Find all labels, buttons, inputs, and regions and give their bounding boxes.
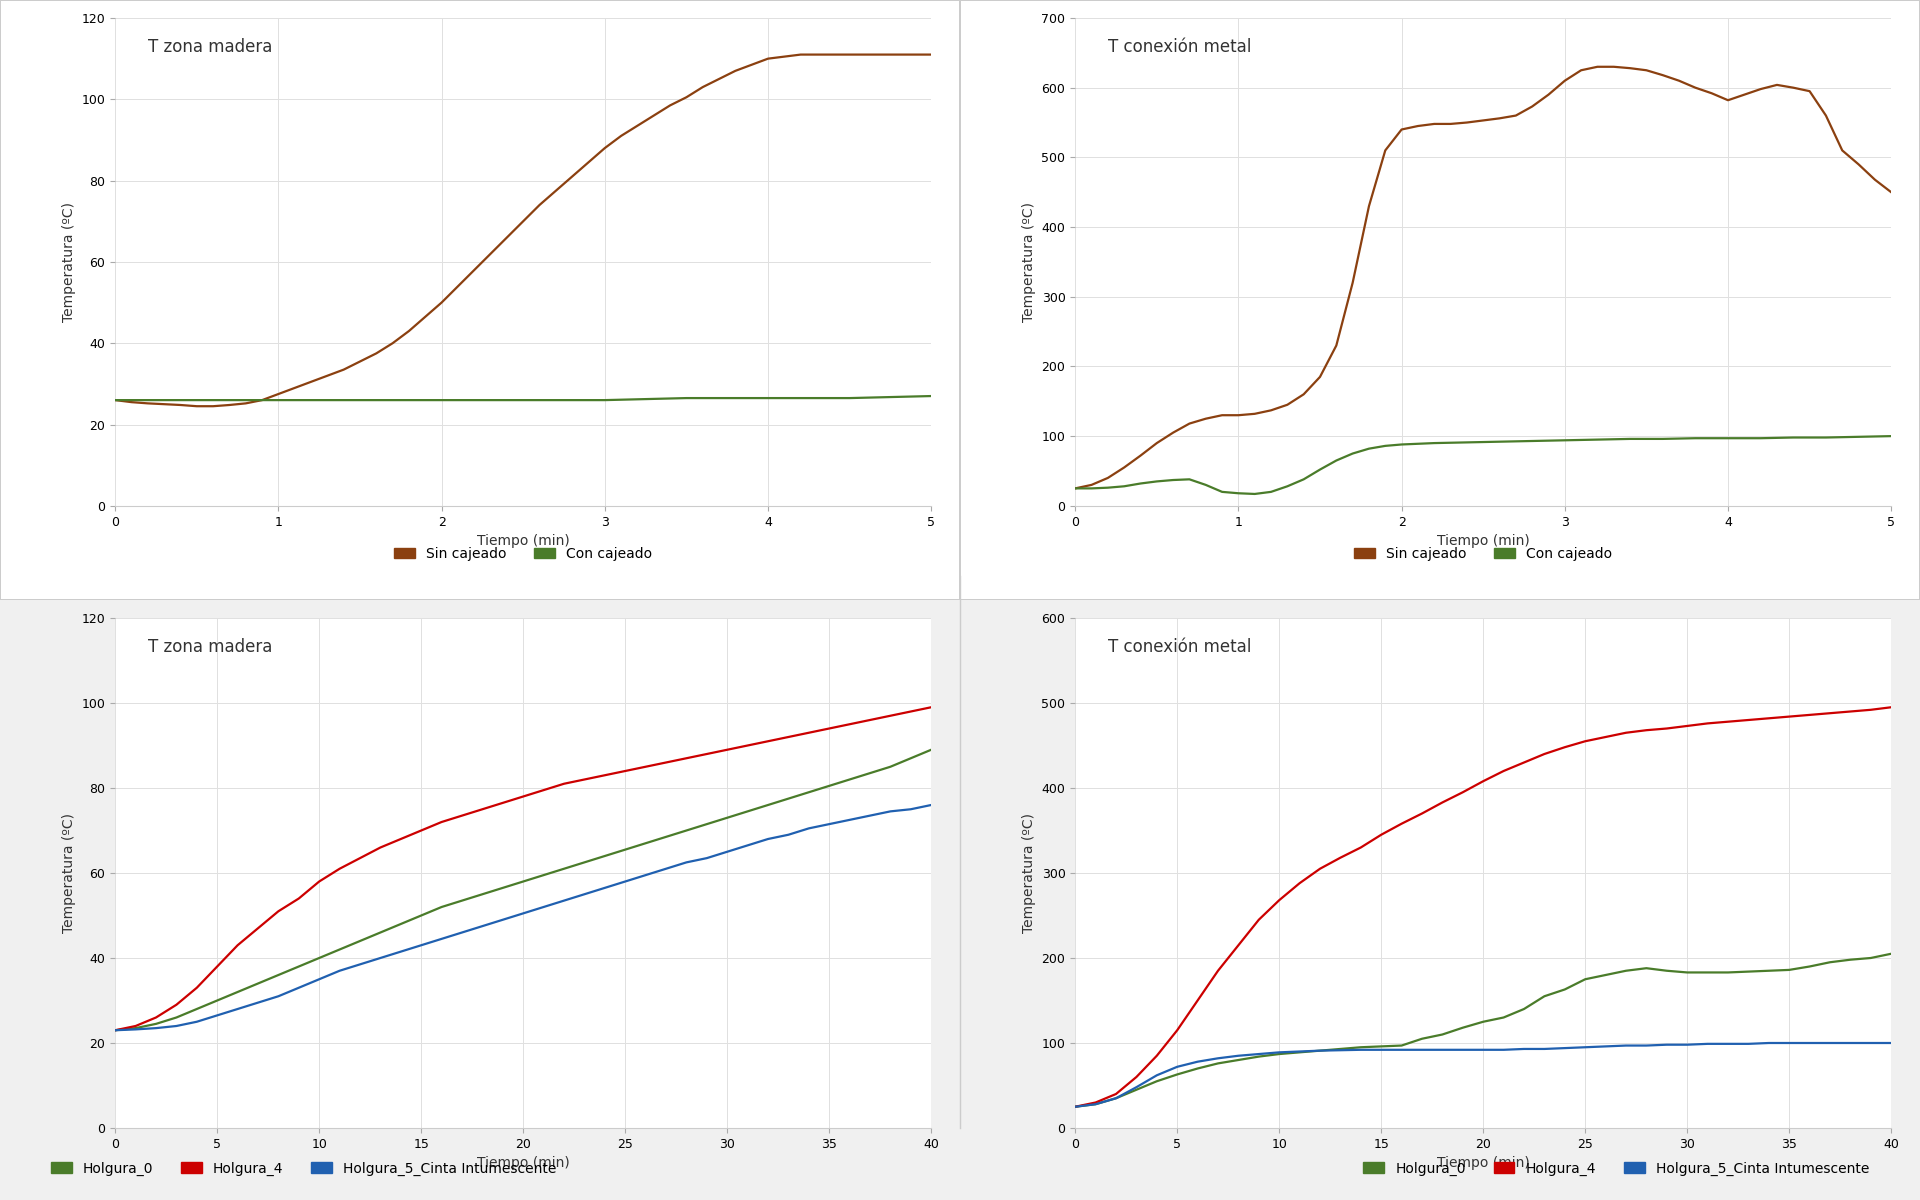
Legend: Holgura_0, Holgura_4, Holgura_5_Cinta Intumescente: Holgura_0, Holgura_4, Holgura_5_Cinta In… [1357, 1156, 1874, 1181]
Legend: Sin cajeado, Con cajeado: Sin cajeado, Con cajeado [394, 547, 653, 560]
Text: T conexión metal: T conexión metal [1108, 37, 1252, 55]
Legend: Holgura_0, Holgura_4, Holgura_5_Cinta Intumescente: Holgura_0, Holgura_4, Holgura_5_Cinta In… [46, 1156, 563, 1181]
X-axis label: Tiempo (min): Tiempo (min) [476, 534, 570, 548]
X-axis label: Tiempo (min): Tiempo (min) [1436, 534, 1530, 548]
Y-axis label: Temperatura (ºC): Temperatura (ºC) [61, 814, 77, 934]
Text: T zona madera: T zona madera [148, 37, 273, 55]
Y-axis label: Temperatura (ºC): Temperatura (ºC) [1021, 814, 1037, 934]
X-axis label: Tiempo (min): Tiempo (min) [476, 1157, 570, 1170]
Legend: Sin cajeado, Con cajeado: Sin cajeado, Con cajeado [1354, 547, 1613, 560]
Y-axis label: Temperatura (ºC): Temperatura (ºC) [61, 202, 77, 322]
Y-axis label: Temperatura (ºC): Temperatura (ºC) [1021, 202, 1037, 322]
Text: T conexión metal: T conexión metal [1108, 638, 1252, 656]
Text: T zona madera: T zona madera [148, 638, 273, 656]
X-axis label: Tiempo (min): Tiempo (min) [1436, 1157, 1530, 1170]
